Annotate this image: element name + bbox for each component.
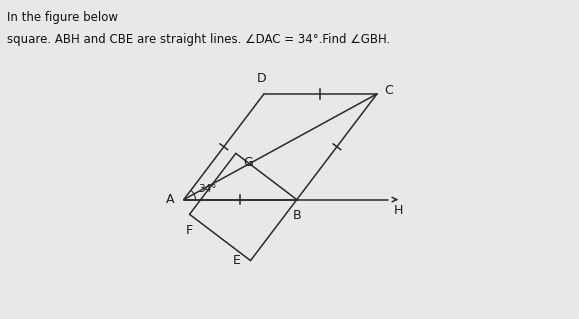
Text: In the figure below: In the figure below	[7, 11, 122, 24]
Text: A: A	[166, 193, 174, 206]
Text: F: F	[186, 224, 193, 237]
Text: H: H	[394, 204, 403, 217]
Text: C: C	[384, 85, 393, 98]
Text: 34°: 34°	[199, 184, 217, 194]
Text: G: G	[243, 156, 253, 169]
Text: B: B	[292, 209, 301, 222]
Text: square. ABH and CBE are straight lines. ∠DAC = 34°.Find ∠GBH.: square. ABH and CBE are straight lines. …	[7, 33, 390, 47]
Text: D: D	[256, 72, 266, 85]
Text: E: E	[232, 254, 240, 267]
